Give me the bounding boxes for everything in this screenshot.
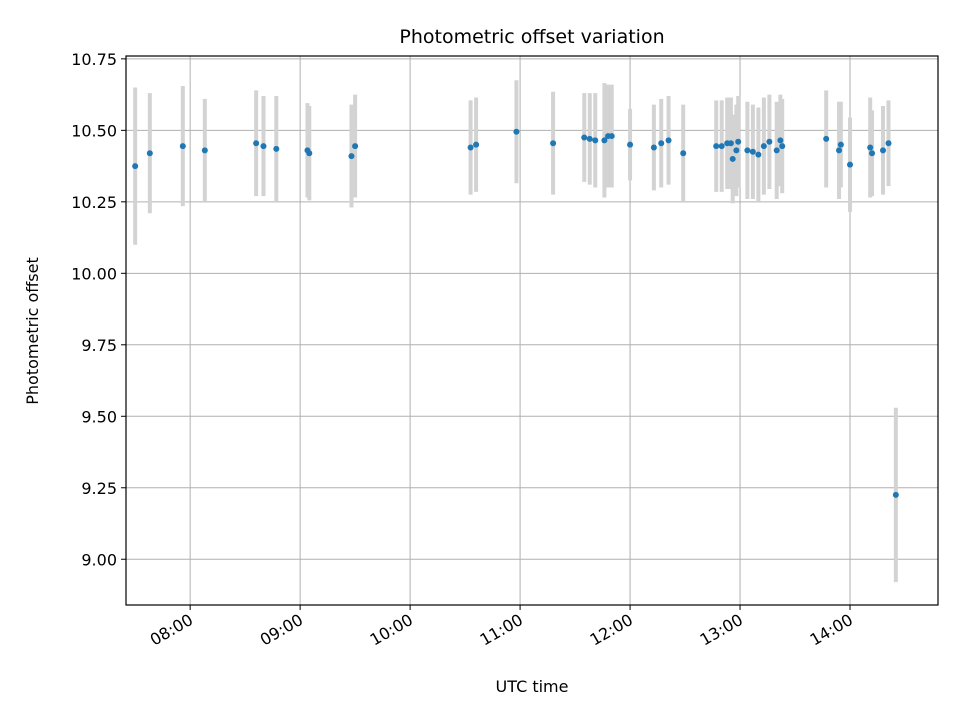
chart-title: Photometric offset variation [399,26,664,48]
y-tick-label: 10.75 [71,50,117,69]
y-axis-label: Photometric offset [23,257,42,405]
x-axis-label: UTC time [496,677,569,696]
y-tick-label: 9.50 [81,407,117,426]
data-point [348,153,355,160]
y-tick-label: 10.00 [71,264,117,283]
data-point [132,163,139,170]
data-point [665,137,672,144]
data-point [837,141,844,148]
data-point [760,143,767,150]
y-tick-label: 9.75 [81,336,117,355]
data-point [253,140,260,147]
x-tick-label: 08:00 [147,610,196,650]
data-point [650,144,657,151]
data-point [727,140,734,147]
data-point [627,141,634,148]
y-tick-label: 9.25 [81,479,117,498]
x-tick-label: 14:00 [807,610,856,650]
data-point [773,147,780,154]
data-point [733,147,740,154]
data-point [581,134,588,141]
data-point [658,140,665,147]
data-point [179,143,186,150]
data-point [513,128,520,135]
x-tick-label: 10:00 [367,610,416,650]
data-point [473,141,480,148]
y-tick-label: 10.25 [71,193,117,212]
data-point [735,138,742,145]
x-tick-label: 11:00 [477,610,526,650]
data-point [744,147,751,154]
error-bars [133,80,898,583]
y-tick-label: 9.00 [81,550,117,569]
data-point [550,140,557,147]
data-point [260,143,267,150]
data-point [608,133,615,140]
data-point [601,137,608,144]
data-point [680,150,687,157]
data-point [869,150,876,157]
data-point [749,148,756,155]
data-point [713,143,720,150]
x-tick-label: 09:00 [257,610,306,650]
data-point [729,155,736,162]
data-point [586,135,593,142]
data-point [847,161,854,168]
y-axis-ticks: 9.00 9.25 9.50 9.75 10.00 10.25 10.50 10.75 [71,50,126,569]
data-points [132,128,899,498]
data-point [273,145,280,152]
x-tick-label: 13:00 [697,610,746,650]
data-point [885,140,892,147]
y-tick-label: 10.50 [71,121,117,140]
data-point [718,143,725,150]
data-point [880,147,887,154]
data-point [867,144,874,151]
data-point [755,151,762,158]
data-point [201,147,208,154]
data-point [146,150,153,157]
data-point [306,150,313,157]
data-point [892,491,899,498]
data-point [467,144,474,151]
grid [126,56,938,605]
data-point [352,143,359,150]
x-tick-label: 12:00 [587,610,636,650]
data-point [823,135,830,142]
data-point [779,143,786,150]
data-point [836,147,843,154]
x-axis-ticks: 08:00 09:00 10:00 11:00 12:00 13:00 14:00 [147,605,856,650]
plot-frame [125,55,939,606]
data-point [766,138,773,145]
data-point [777,137,784,144]
data-point [592,137,599,144]
